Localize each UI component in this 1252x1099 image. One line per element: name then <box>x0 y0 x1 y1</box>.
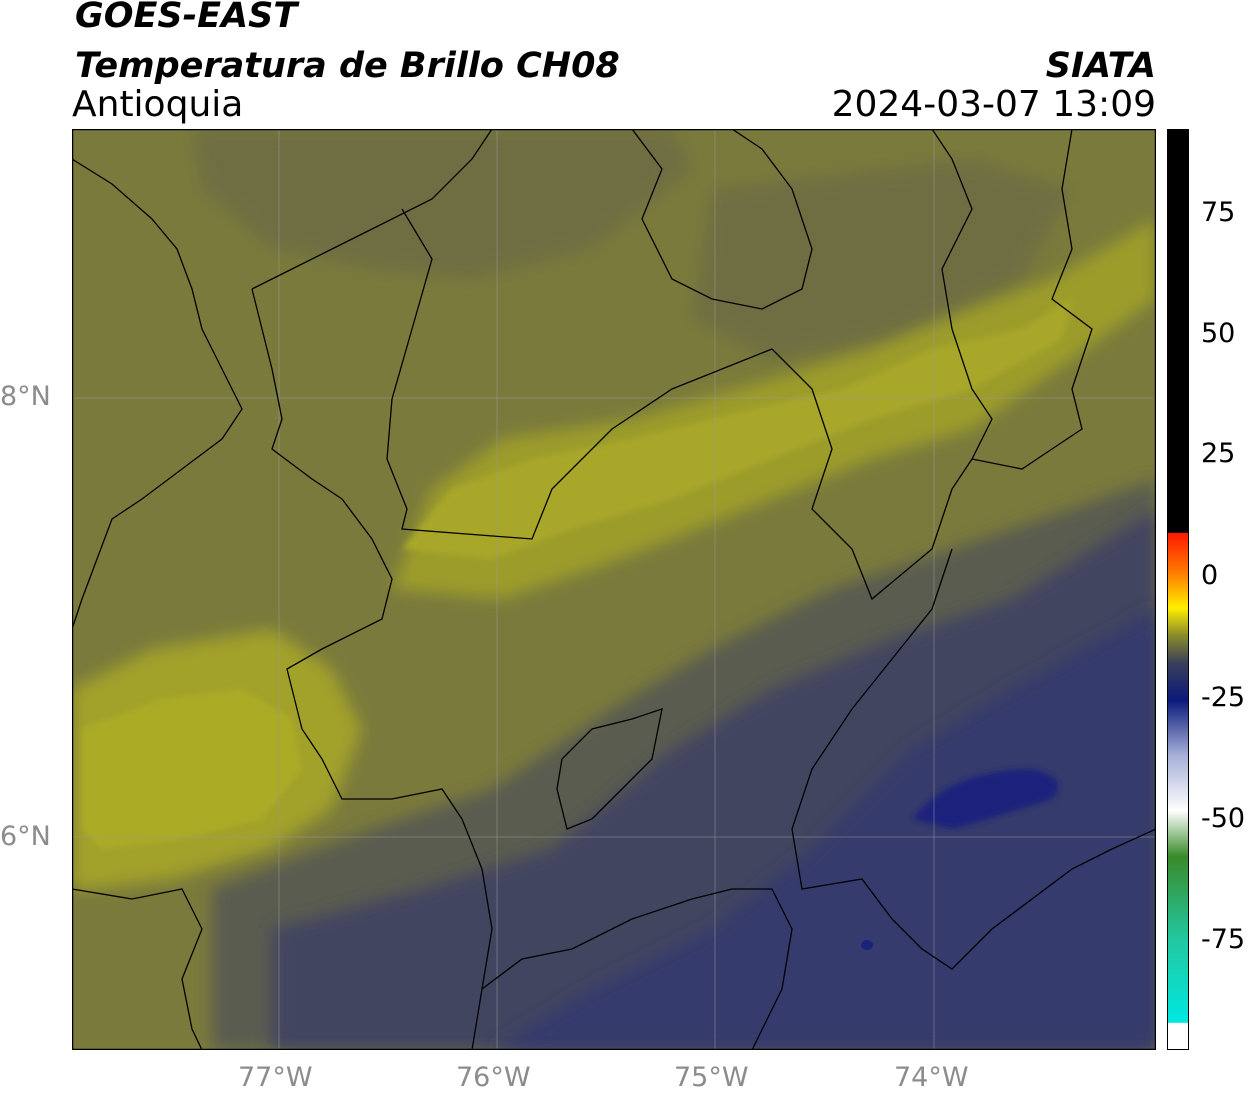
brightness-temperature-map <box>71 128 1157 1051</box>
department-border <box>251 288 493 1050</box>
department-border <box>72 888 203 1050</box>
colorbar-tick-label: 25 <box>1201 438 1236 469</box>
longitude-label: 76°W <box>456 1062 531 1093</box>
cold-area <box>492 609 1156 1050</box>
latitude-label: 8°N <box>0 381 51 412</box>
coastline <box>251 129 493 290</box>
olive-dark-area <box>192 129 692 279</box>
department-border <box>791 548 1156 970</box>
department-border <box>481 888 793 1050</box>
colorbar-tick-label: -25 <box>1201 682 1246 713</box>
title-datetime: 2024-03-07 13:09 <box>831 84 1156 125</box>
colorbar-tick-label: 50 <box>1201 318 1236 349</box>
title-region: Antioquia <box>72 84 244 125</box>
coastline <box>72 158 243 630</box>
title-satellite: GOES-EAST <box>75 0 298 36</box>
boundaries <box>72 129 1156 1050</box>
warm-band-core <box>402 299 1072 559</box>
very-cold-spot <box>861 940 873 950</box>
longitude-label: 77°W <box>238 1062 313 1093</box>
longitude-label: 74°W <box>894 1062 969 1093</box>
title-organization: SIATA <box>1045 46 1156 86</box>
longitude-label: 75°W <box>674 1062 749 1093</box>
colorbar-tick-label: -75 <box>1201 924 1246 955</box>
colorbar-tick-label: 75 <box>1201 197 1236 228</box>
colorbar <box>1167 129 1195 1050</box>
colorbar-tick-label: -50 <box>1201 803 1246 834</box>
warm-west-core <box>82 689 302 849</box>
colorbar-scale <box>1167 129 1195 1050</box>
department-border <box>386 129 993 601</box>
map-panel <box>71 128 1157 1051</box>
department-border <box>631 129 813 310</box>
very-cold-area <box>912 769 1059 829</box>
graticule <box>72 129 1156 1050</box>
municipal-border <box>556 708 663 830</box>
department-border <box>971 129 1093 470</box>
olive-dark-area <box>692 159 1072 359</box>
title-product: Temperatura de Brillo CH08 <box>75 46 620 86</box>
latitude-label: 6°N <box>0 821 51 852</box>
colorbar-tick-label: 0 <box>1201 560 1219 591</box>
